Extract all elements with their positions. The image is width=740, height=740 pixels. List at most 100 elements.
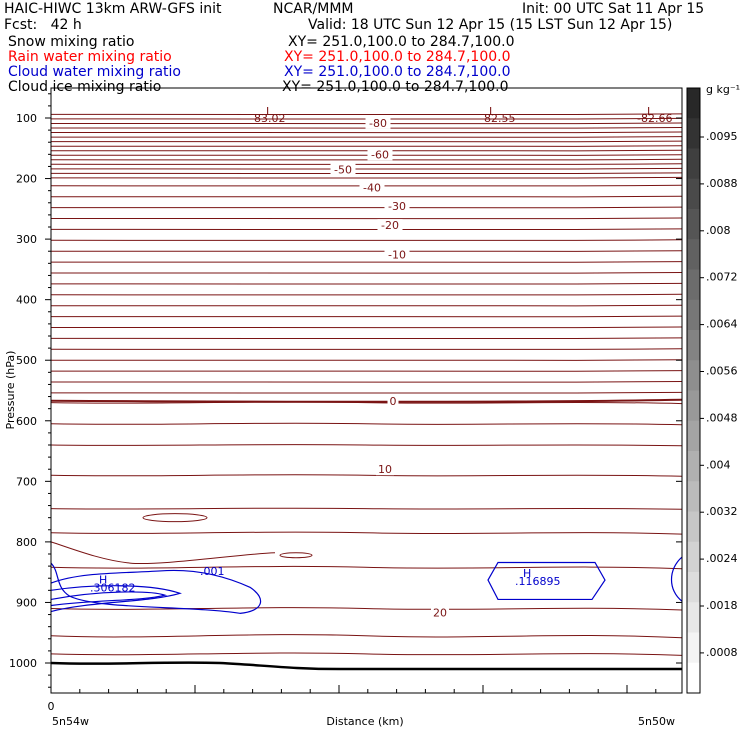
colorbar-label: .0048 — [706, 411, 738, 424]
extremum-marker: H — [523, 567, 531, 580]
colorbar-segment — [687, 360, 700, 391]
contour-label-bg — [384, 199, 410, 212]
isotherm-line — [50, 304, 683, 307]
isotherm-line — [50, 136, 683, 138]
isotherm-line — [50, 206, 683, 209]
contour-label-bg — [431, 606, 449, 619]
isotherm-line — [50, 634, 683, 639]
y-tick-label: 100 — [16, 112, 37, 125]
isotherm-line — [50, 326, 683, 329]
isotherm-line — [50, 158, 683, 161]
isotherm-line — [50, 337, 683, 340]
extremum-marker: H — [99, 574, 107, 587]
contour-label: -80 — [369, 117, 387, 130]
contour-label-bg — [377, 219, 403, 232]
isotherm-line — [50, 149, 683, 152]
colorbar-segment — [687, 118, 700, 149]
isotherm-line — [50, 315, 683, 318]
contour-label-bg — [387, 394, 399, 407]
isotherm-line — [50, 261, 683, 263]
colorbar-segment — [687, 451, 700, 482]
contour-label: -60 — [371, 148, 389, 161]
field-cloudwater-label: Cloud water mixing ratio — [8, 64, 181, 80]
contour-label-bg — [359, 181, 385, 194]
colorbar-segment — [687, 390, 700, 422]
colorbar-segment — [687, 541, 700, 573]
isotherm-line — [50, 250, 683, 253]
isotherm-line — [50, 122, 683, 125]
y-tick-label: 300 — [16, 233, 37, 246]
colorbar: .0095 .0088 .008 .0072 .0064 .0056 .0048 .004 .0… — [686, 87, 738, 694]
isotherm-line — [50, 348, 683, 351]
y-tick-label: 900 — [16, 596, 37, 609]
extremum-value: .116895 — [515, 575, 561, 588]
isotherm-line — [50, 131, 683, 134]
contour-label: -20 — [381, 219, 399, 232]
isotherm-line — [50, 239, 683, 242]
colorbar-label: .0095 — [706, 130, 738, 143]
header-institution: NCAR/MMM — [273, 1, 354, 17]
colorbar-segment — [687, 330, 700, 361]
header-forecast-hour: Fcst: 42 h — [4, 17, 82, 33]
isotherm-line — [50, 228, 683, 231]
contour-label: 10 — [378, 463, 392, 476]
colorbar-label: .0018 — [706, 599, 738, 612]
colorbar-segment — [687, 209, 700, 240]
isotherm-line — [50, 272, 683, 274]
cloud-water-contour — [487, 561, 606, 601]
isotherm-line — [50, 531, 683, 535]
colorbar-segment — [687, 420, 700, 452]
isotherm-line — [50, 370, 683, 372]
contour-label: -40 — [363, 182, 381, 195]
y-tick-label: 700 — [16, 475, 37, 488]
y-tick-label: 800 — [16, 536, 37, 549]
extremum-marker: L — [647, 105, 654, 118]
extremum-value: .306182 — [90, 582, 136, 595]
isotherm-line — [50, 127, 683, 129]
isotherm-line — [50, 391, 683, 394]
field-cloudwater-xy: XY= 251.0,100.0 to 284.7,100.0 — [284, 64, 511, 80]
field-cloudice-label: Cloud ice mixing ratio — [8, 79, 162, 95]
closed-contour — [279, 552, 313, 559]
ground-surface-line — [50, 661, 682, 671]
cloud-water-contour — [50, 585, 182, 613]
cloud-water-contour — [50, 591, 168, 607]
isotherm-line — [50, 607, 683, 611]
colorbar-frame — [686, 87, 701, 694]
colorbar-label: .0032 — [706, 505, 738, 518]
isotherm-line — [50, 422, 683, 426]
contour-label: 20 — [433, 607, 447, 620]
isotherm-line — [50, 293, 683, 296]
extremum-value: -82.66 — [637, 112, 672, 125]
isotherm-line — [50, 282, 683, 285]
x-end-label: 5n50w — [638, 715, 675, 728]
plot-frame — [50, 87, 683, 694]
y-tick-label: 500 — [16, 354, 37, 367]
contour-label-bg — [376, 463, 394, 476]
contour-label-bg — [330, 163, 356, 176]
isotherm-line — [50, 184, 683, 187]
x-axis: 0 — [48, 685, 657, 713]
colorbar-segment — [687, 148, 700, 180]
cloud-water-label: .001 — [200, 565, 225, 578]
extremum-value: -83.02 — [250, 112, 285, 125]
contour-label: -50 — [334, 163, 352, 176]
isotherm-line — [50, 163, 683, 166]
extremum-value: -82.55 — [480, 112, 515, 125]
isotherm-line — [50, 117, 683, 120]
header-valid-time: Valid: 18 UTC Sun 12 Apr 15 (15 LST Sun … — [308, 17, 673, 33]
contour-label: 0 — [390, 395, 397, 408]
temperature-contours — [50, 113, 683, 656]
y-tick-label: 400 — [16, 294, 37, 307]
colorbar-label: .0024 — [706, 552, 738, 565]
isotherm-line — [50, 145, 683, 148]
field-snow-label: Snow mixing ratio — [8, 34, 135, 50]
closed-contour — [142, 513, 208, 523]
y-tick-label: 1000 — [9, 657, 37, 670]
contour-label-bg — [367, 148, 393, 161]
colorbar-label: .0056 — [706, 365, 738, 378]
contour-label-bg — [384, 248, 410, 261]
contour-label-bg — [365, 116, 391, 129]
isotherm-line — [50, 565, 683, 570]
